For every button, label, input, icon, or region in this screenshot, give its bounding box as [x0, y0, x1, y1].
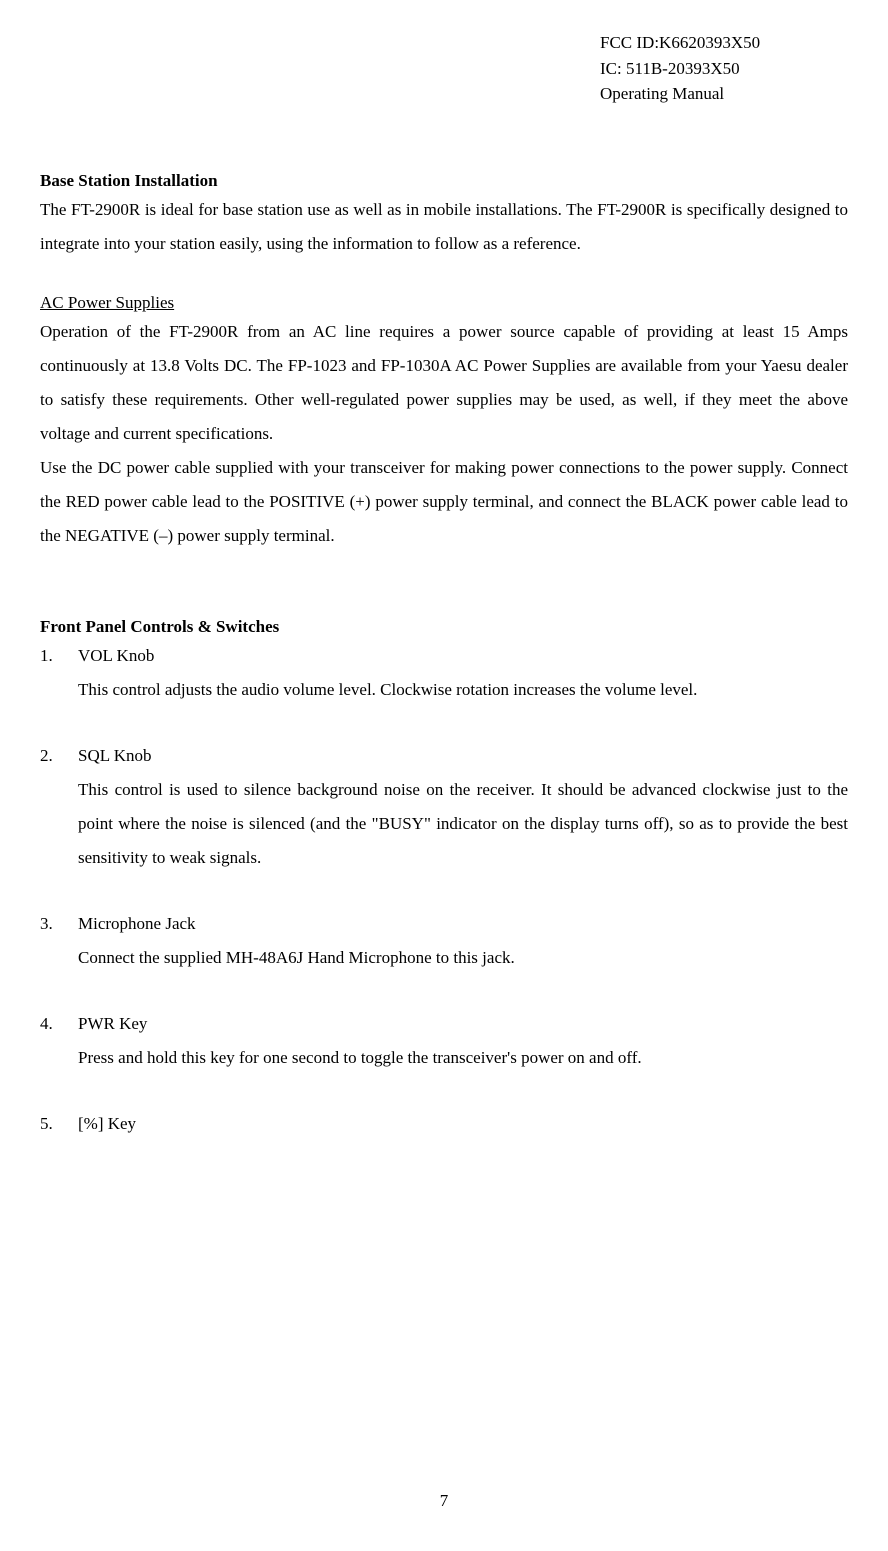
list-number: 3. — [40, 907, 78, 975]
doc-type-label: Operating Manual — [600, 81, 848, 107]
list-number: 5. — [40, 1107, 78, 1141]
list-spacer — [40, 707, 848, 739]
list-item: 4. PWR Key Press and hold this key for o… — [40, 1007, 848, 1075]
ic-label: IC: 511B-20393X50 — [600, 56, 848, 82]
list-item-title: VOL Knob — [78, 639, 848, 673]
page-number: 7 — [440, 1491, 449, 1511]
controls-list: 1. VOL Knob This control adjusts the aud… — [40, 639, 848, 1141]
list-content: [%] Key — [78, 1107, 848, 1141]
list-item: 2. SQL Knob This control is used to sile… — [40, 739, 848, 875]
list-item-description: Press and hold this key for one second t… — [78, 1041, 848, 1075]
document-header: FCC ID:K6620393X50 IC: 511B-20393X50 Ope… — [600, 30, 848, 107]
section1-title: Base Station Installation — [40, 171, 848, 191]
list-item: 5. [%] Key — [40, 1107, 848, 1141]
list-content: VOL Knob This control adjusts the audio … — [78, 639, 848, 707]
section1-paragraph2: Operation of the FT-2900R from an AC lin… — [40, 315, 848, 451]
list-number: 1. — [40, 639, 78, 707]
list-spacer — [40, 875, 848, 907]
list-content: Microphone Jack Connect the supplied MH-… — [78, 907, 848, 975]
section1-paragraph3: Use the DC power cable supplied with you… — [40, 451, 848, 553]
list-content: SQL Knob This control is used to silence… — [78, 739, 848, 875]
section2-title: Front Panel Controls & Switches — [40, 617, 848, 637]
list-item-title: [%] Key — [78, 1107, 848, 1141]
list-number: 4. — [40, 1007, 78, 1075]
list-item-description: Connect the supplied MH-48A6J Hand Micro… — [78, 941, 848, 975]
list-item: 3. Microphone Jack Connect the supplied … — [40, 907, 848, 975]
list-item-title: PWR Key — [78, 1007, 848, 1041]
section1-paragraph1: The FT-2900R is ideal for base station u… — [40, 193, 848, 261]
fcc-id-label: FCC ID:K6620393X50 — [600, 30, 848, 56]
list-item-title: Microphone Jack — [78, 907, 848, 941]
list-item-description: This control adjusts the audio volume le… — [78, 673, 848, 707]
list-number: 2. — [40, 739, 78, 875]
list-content: PWR Key Press and hold this key for one … — [78, 1007, 848, 1075]
list-spacer — [40, 975, 848, 1007]
list-item-title: SQL Knob — [78, 739, 848, 773]
list-item: 1. VOL Knob This control adjusts the aud… — [40, 639, 848, 707]
list-spacer — [40, 1075, 848, 1107]
section1-subheading: AC Power Supplies — [40, 293, 848, 313]
list-item-description: This control is used to silence backgrou… — [78, 773, 848, 875]
